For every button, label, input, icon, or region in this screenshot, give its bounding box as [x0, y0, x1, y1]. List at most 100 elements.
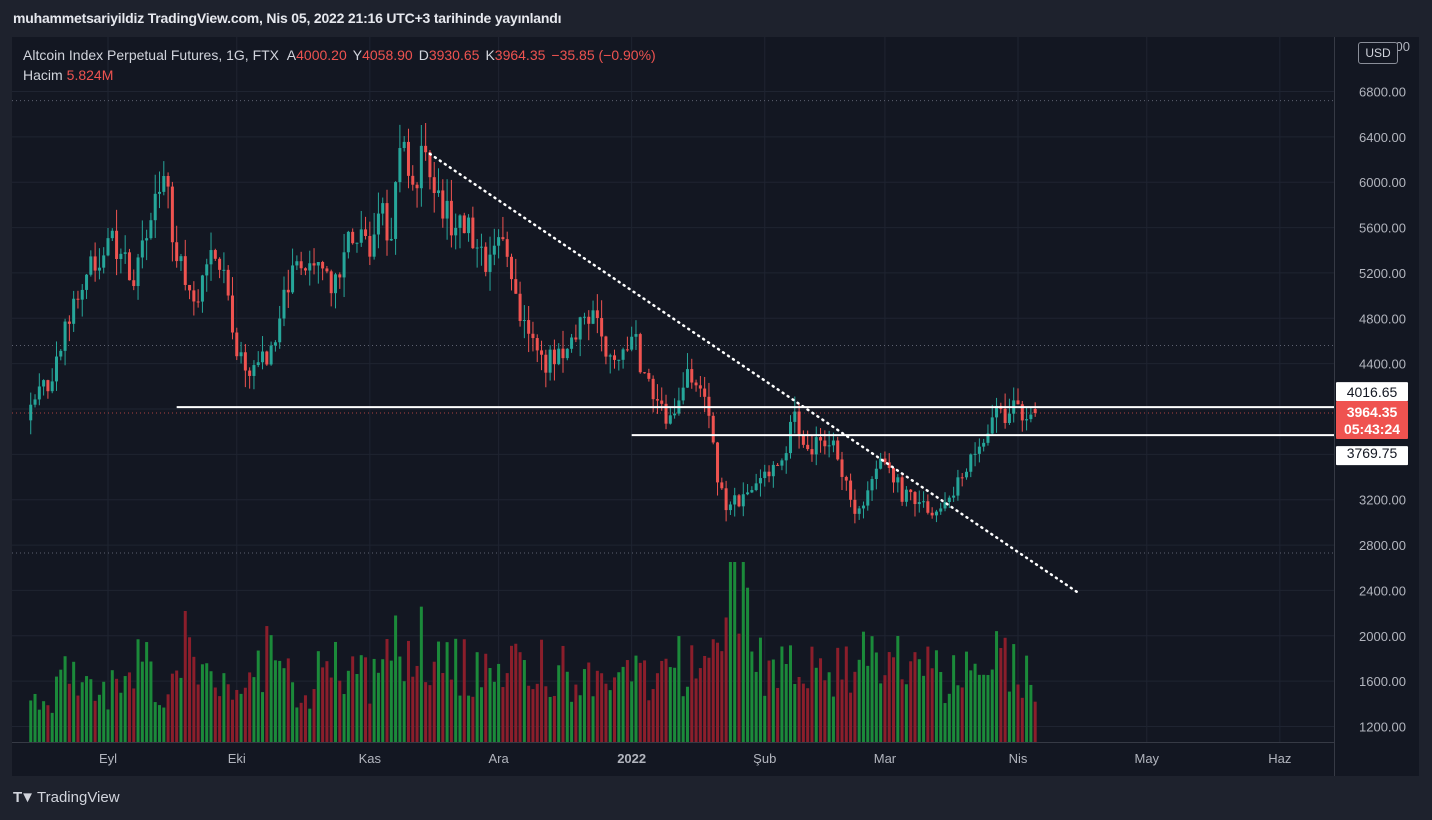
candle-body	[273, 342, 277, 346]
candles	[29, 123, 1037, 524]
candle-body	[578, 317, 582, 340]
volume-bar	[153, 702, 157, 742]
candle-body	[655, 399, 659, 401]
volume-bar	[823, 680, 827, 742]
candle-body	[552, 349, 556, 365]
volume-bar	[947, 693, 951, 742]
candle-body	[797, 411, 801, 435]
candle-body	[904, 489, 908, 502]
candle-body	[934, 511, 938, 516]
candle-body	[42, 380, 46, 387]
volume-bar	[668, 667, 672, 742]
volume-bar	[454, 638, 458, 742]
candle-body	[479, 246, 483, 248]
volume-bar	[205, 663, 209, 742]
volume-bar	[565, 671, 569, 742]
volume-bar	[883, 675, 887, 742]
candle-body	[239, 352, 243, 357]
volume-bar	[660, 660, 664, 742]
volume-bar	[424, 682, 428, 742]
volume-bar	[844, 646, 848, 742]
volume-bar	[814, 667, 818, 742]
candle-body	[72, 298, 76, 324]
candle-body	[561, 348, 565, 359]
candle-body	[501, 237, 505, 240]
candle-body	[544, 354, 548, 373]
candle-body	[59, 350, 63, 357]
candle-body	[681, 387, 685, 401]
candle-body	[63, 321, 67, 351]
volume-bar	[200, 664, 204, 742]
price-tick-label: 1600.00	[1359, 674, 1406, 689]
volume-bar	[544, 686, 548, 742]
volume-bar	[999, 648, 1003, 742]
price-tick-label: 5600.00	[1359, 221, 1406, 236]
volume-bar	[986, 675, 990, 742]
volume-bar	[694, 678, 698, 742]
time-tick-label: Şub	[753, 751, 776, 766]
candle-body	[776, 464, 780, 466]
candle-body	[484, 246, 488, 272]
candle-body	[200, 275, 204, 302]
volume-bar	[630, 681, 634, 742]
price-tick-label: 6800.00	[1359, 85, 1406, 100]
candle-body	[437, 190, 441, 194]
volume-bar	[355, 674, 359, 742]
volume-bar	[707, 657, 711, 742]
candle-body	[385, 203, 389, 241]
volume-bar	[303, 695, 307, 742]
volume-bar	[209, 671, 213, 742]
time-tick-label: May	[1134, 751, 1159, 766]
volume-bar	[321, 667, 325, 742]
candle-body	[222, 269, 226, 271]
volume-bar	[179, 677, 183, 742]
volume-bar	[509, 645, 513, 742]
volume-bar	[681, 696, 685, 742]
candle-body	[85, 274, 89, 290]
candle-body	[471, 217, 475, 249]
volume-bar	[428, 685, 432, 742]
level-price-label: 3769.75	[1347, 445, 1398, 461]
candle-body	[329, 271, 333, 294]
candle-body	[956, 477, 960, 496]
candle-body	[758, 478, 762, 484]
candle-body	[432, 177, 436, 194]
chart-panel[interactable]: 1200.00 1600.00 2000.00 2400.00 2800.00 3200.…	[12, 37, 1419, 776]
candle-body	[591, 310, 595, 324]
volume-bar	[797, 677, 801, 742]
low-value: 3930.65	[428, 47, 480, 63]
volume-bar	[1020, 697, 1024, 742]
volume-bar	[381, 659, 385, 742]
currency-button[interactable]: USD	[1358, 42, 1398, 64]
volume-bar	[505, 673, 509, 742]
candle-body	[943, 502, 947, 509]
candle-body	[282, 289, 286, 319]
candle-body	[595, 310, 599, 319]
candle-body	[140, 240, 144, 258]
price-tick-label: 4400.00	[1359, 357, 1406, 372]
candle-body	[338, 274, 342, 278]
candle-body	[922, 501, 926, 503]
candle-body	[690, 369, 694, 383]
candle-body	[960, 477, 964, 479]
high-label: Y	[352, 47, 363, 63]
close-value: 3964.35	[494, 47, 546, 63]
open-value: 4000.20	[296, 47, 347, 63]
volume-bar	[934, 650, 938, 742]
candle-body	[170, 186, 174, 243]
time-tick-label: Nis	[1009, 751, 1028, 766]
volume-bar	[59, 669, 63, 742]
candle-body	[50, 381, 54, 392]
candle-body	[355, 242, 359, 244]
symbol-legend: Altcoin Index Perpetual Futures, 1G, FTX…	[23, 45, 662, 65]
volume-bar	[471, 696, 475, 742]
price-chart[interactable]: 1200.00 1600.00 2000.00 2400.00 2800.00 3200.…	[12, 37, 1419, 776]
volume-bar	[995, 631, 999, 742]
volume-bar	[278, 660, 282, 742]
volume-bar	[226, 684, 230, 742]
volume-bar	[372, 658, 376, 742]
candle-body	[406, 141, 410, 176]
tradingview-logo[interactable]: T▼ TradingView	[13, 789, 120, 806]
volume-bar	[806, 688, 810, 742]
candle-body	[441, 190, 445, 219]
